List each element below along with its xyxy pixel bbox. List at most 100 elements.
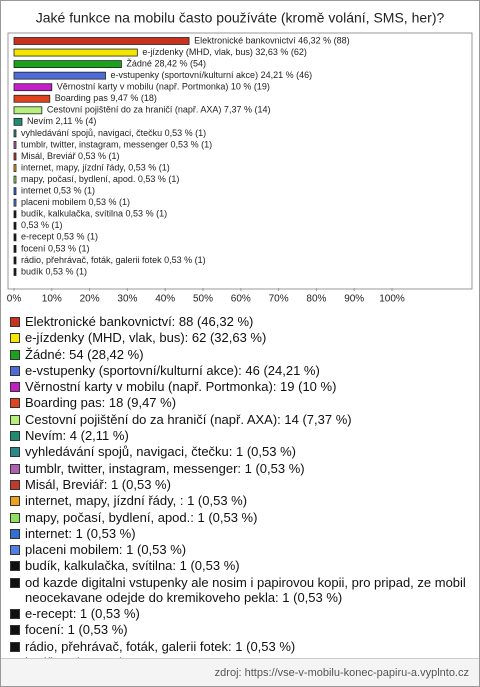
bar: [13, 233, 17, 242]
legend-label: tumblr, twitter, instagram, messenger: 1…: [25, 460, 305, 476]
legend-marker: [10, 349, 20, 360]
x-tick-label: 50%: [193, 294, 213, 305]
bar-label: e-jízdenky (MHD, vlak, bus) 32,63 % (62): [142, 47, 307, 57]
bar-label: e-vstupenky (sportovní/kulturní akce) 24…: [111, 70, 313, 80]
legend-item: od kazde digitalni vstupenky ale nosim i…: [9, 575, 471, 605]
bar-label: internet, mapy, jízdní řády, 0,53 % (1): [21, 162, 170, 172]
legend-item: Cestovní pojištění do za hraničí (např. …: [9, 412, 471, 427]
bar-label: budík, kalkulačka, svítilna 0,53 % (1): [21, 209, 167, 219]
legend-label: placeni mobilem: 1 (0,53 %): [25, 542, 187, 558]
bar-label: Misál, Breviář 0,53 % (1): [21, 151, 120, 161]
legend-item: tumblr, twitter, instagram, messenger: 1…: [9, 461, 471, 476]
legend-item: internet, mapy, jízdní řády, : 1 (0,53 %…: [9, 493, 471, 508]
legend-marker: [10, 561, 20, 572]
legend-label: mapy, počasí, bydlení, apod.: 1 (0,53 %): [25, 509, 258, 525]
legend-marker: [10, 398, 20, 409]
legend-label: internet, mapy, jízdní řády, : 1 (0,53 %…: [25, 493, 248, 509]
legend-marker: [10, 365, 20, 376]
bar-label: focení 0,53 % (1): [21, 243, 90, 253]
bar-label: vyhledávání spojů, navigaci, čtečku 0,53…: [21, 128, 206, 138]
bar: [13, 198, 17, 207]
bar-label: Cestovní pojištění do za hraničí (např. …: [47, 105, 271, 115]
source: zdroj: https://vse-v-mobilu-konec-papiru…: [1, 658, 479, 686]
legend-marker: [10, 528, 20, 539]
x-tick-label: 30%: [117, 294, 137, 305]
bar: [13, 210, 17, 219]
legend-item: vyhledávání spojů, navigaci, čtečku: 1 (…: [9, 444, 471, 459]
legend-marker: [10, 414, 20, 425]
legend-label: Věrnostní karty v mobilu (např. Portmonk…: [25, 379, 337, 395]
legend: Elektronické bankovnictví: 88 (46,32 %) e…: [9, 314, 471, 671]
bar: [13, 129, 17, 138]
x-tick-label: 70%: [269, 294, 289, 305]
bar-label: tumblr, twitter, instagram, messenger 0,…: [21, 139, 212, 149]
legend-marker: [10, 625, 20, 636]
bar: [13, 164, 17, 172]
x-tick-label: 90%: [344, 294, 364, 305]
legend-label: budík, kalkulačka, svítilna: 1 (0,53 %): [25, 558, 240, 574]
legend-label: rádio, přehrávač, foták, galerii fotek: …: [25, 638, 296, 654]
bar: [13, 268, 17, 276]
bar-label: mapy, počasí, bydlení, apod. 0,53 % (1): [21, 174, 179, 184]
legend-label: Elektronické bankovnictví: 88 (46,32 %): [25, 314, 254, 329]
legend-marker: [10, 479, 20, 490]
legend-marker: [10, 317, 20, 327]
bar: [13, 256, 17, 265]
legend-label: internet: 1 (0,53 %): [25, 525, 136, 541]
x-tick-label: 10%: [42, 294, 62, 305]
chart: Jaké funkce na mobilu často používáte (k…: [7, 10, 473, 305]
legend-item: Elektronické bankovnictví: 88 (46,32 %): [9, 314, 471, 329]
legend-item: e-recept: 1 (0,53 %): [9, 606, 471, 621]
x-tick-label: 60%: [231, 294, 251, 305]
bar-label: Boarding pas 9,47 % (18): [55, 93, 157, 103]
legend-label: e-vstupenky (sportovní/kulturní akce): 4…: [25, 362, 320, 378]
legend-label: Žádné: 54 (28,42 %): [25, 346, 144, 362]
bar: [13, 37, 190, 45]
legend-label: od kazde digitalni vstupenky ale nosim i…: [25, 574, 466, 605]
legend-item: Misál, Breviář: 1 (0,53 %): [9, 477, 471, 492]
bar-label: Žádné 28,42 % (54): [126, 58, 206, 68]
bar-label: budík 0,53 % (1): [21, 266, 87, 276]
bar: [13, 117, 23, 126]
legend-marker: [10, 447, 20, 458]
x-tick-label: 0%: [7, 294, 22, 305]
legend-marker: [10, 512, 20, 523]
legend-label: Cestovní pojištění do za hraničí (např. …: [25, 411, 352, 427]
legend-marker: [10, 496, 20, 507]
bar-label: Elektronické bankovnictví 46,32 % (88): [194, 35, 350, 45]
legend-marker: [10, 382, 20, 393]
bar-label: Věrnostní karty v mobilu (např. Portmonk…: [57, 82, 270, 92]
legend-label: Boarding pas: 18 (9,47 %): [25, 395, 177, 411]
legend-marker: [10, 641, 20, 652]
bar-label: placeni mobilem 0,53 % (1): [21, 197, 130, 207]
legend-item: budík, kalkulačka, svítilna: 1 (0,53 %): [9, 558, 471, 573]
bar: [13, 221, 17, 230]
x-tick-label: 20%: [80, 294, 100, 305]
legend-label: e-recept: 1 (0,53 %): [25, 606, 140, 622]
legend-label: focení: 1 (0,53 %): [25, 622, 128, 638]
bar: [13, 187, 17, 196]
legend-marker: [10, 431, 20, 442]
legend-item: placeni mobilem: 1 (0,53 %): [9, 542, 471, 557]
x-tick-label: 80%: [306, 294, 326, 305]
bar: [13, 83, 53, 92]
bar: [13, 244, 17, 253]
x-tick-label: 100%: [379, 294, 405, 305]
legend-item: e-vstupenky (sportovní/kulturní akce): 4…: [9, 363, 471, 378]
x-tick-label: 40%: [155, 294, 175, 305]
bar: [13, 48, 138, 57]
legend-item: Boarding pas: 18 (9,47 %): [9, 395, 471, 410]
legend-label: vyhledávání spojů, navigaci, čtečku: 1 (…: [25, 444, 296, 460]
legend-label: Nevím: 4 (2,11 %): [25, 428, 129, 444]
legend-label: Misál, Breviář: 1 (0,53 %): [25, 476, 171, 492]
legend-marker: [10, 333, 20, 344]
legend-marker: [10, 577, 20, 588]
bar: [13, 60, 122, 68]
bar: [13, 71, 106, 80]
legend-label: e-jízdenky (MHD, vlak, bus): 62 (32,63 %…: [25, 330, 267, 346]
legend-item: Věrnostní karty v mobilu (např. Portmonk…: [9, 379, 471, 394]
legend-marker: [10, 609, 20, 620]
legend-item: focení: 1 (0,53 %): [9, 622, 471, 637]
legend-item: rádio, přehrávač, foták, galerii fotek: …: [9, 639, 471, 654]
legend-item: internet: 1 (0,53 %): [9, 526, 471, 541]
